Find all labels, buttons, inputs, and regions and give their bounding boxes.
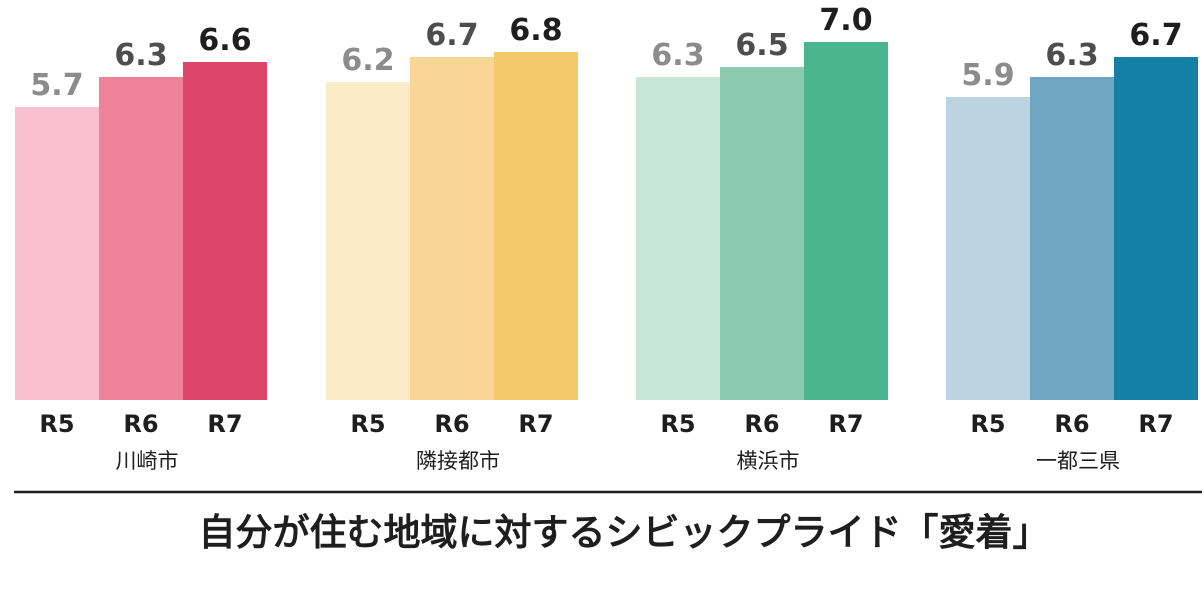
bar-2-2 [804, 42, 888, 400]
bars-layer [15, 42, 1198, 400]
bar-0-1 [99, 77, 183, 400]
tick-label-1-1: R6 [434, 410, 469, 438]
tick-label-3-0: R5 [970, 410, 1005, 438]
bar-2-0 [636, 77, 720, 400]
value-label-0-2: 6.6 [198, 23, 251, 58]
bar-3-0 [946, 97, 1030, 400]
tick-label-2-2: R7 [828, 410, 863, 438]
value-label-3-1: 6.3 [1045, 38, 1098, 73]
value-label-3-2: 6.7 [1129, 18, 1182, 53]
bar-1-0 [326, 82, 410, 400]
value-label-1-1: 6.7 [425, 18, 478, 53]
bar-1-2 [494, 52, 578, 400]
tick-label-1-0: R5 [350, 410, 385, 438]
value-label-2-1: 6.5 [735, 28, 788, 63]
value-label-0-1: 6.3 [114, 38, 167, 73]
value-labels-layer: 5.7 6.3 6.6 6.2 6.7 6.8 6.3 6.5 7.0 5.9 6.3 6.7 [30, 3, 1182, 103]
bar-3-2 [1114, 57, 1198, 400]
bar-0-0 [15, 107, 99, 400]
tick-label-0-0: R5 [39, 410, 74, 438]
tick-labels-layer: R5 R6 R7 R5 R6 R7 R5 R6 R7 R5 R6 R7 [39, 410, 1173, 438]
bar-1-1 [410, 57, 494, 400]
group-label-0: 川崎市 [116, 449, 179, 473]
value-label-3-0: 5.9 [961, 58, 1014, 93]
tick-label-3-1: R6 [1054, 410, 1089, 438]
group-label-3: 一都三県 [1036, 449, 1120, 473]
value-label-1-2: 6.8 [509, 13, 562, 48]
bar-3-1 [1030, 77, 1114, 400]
value-label-1-0: 6.2 [341, 43, 394, 78]
tick-label-0-1: R6 [123, 410, 158, 438]
chart-title: 自分が住む地域に対するシビックプライド「愛着」 [199, 511, 1050, 554]
group-label-2: 横浜市 [737, 449, 800, 473]
group-labels-layer: 川崎市 隣接都市 横浜市 一都三県 [116, 449, 1121, 473]
tick-label-3-2: R7 [1138, 410, 1173, 438]
tick-label-0-2: R7 [207, 410, 242, 438]
bar-0-2 [183, 62, 267, 400]
tick-label-2-1: R6 [744, 410, 779, 438]
value-label-2-0: 6.3 [651, 38, 704, 73]
bar-2-1 [720, 67, 804, 400]
tick-label-1-2: R7 [518, 410, 553, 438]
value-label-0-0: 5.7 [30, 68, 83, 103]
value-label-2-2: 7.0 [819, 3, 872, 38]
tick-label-2-0: R5 [660, 410, 695, 438]
group-label-1: 隣接都市 [416, 449, 500, 473]
